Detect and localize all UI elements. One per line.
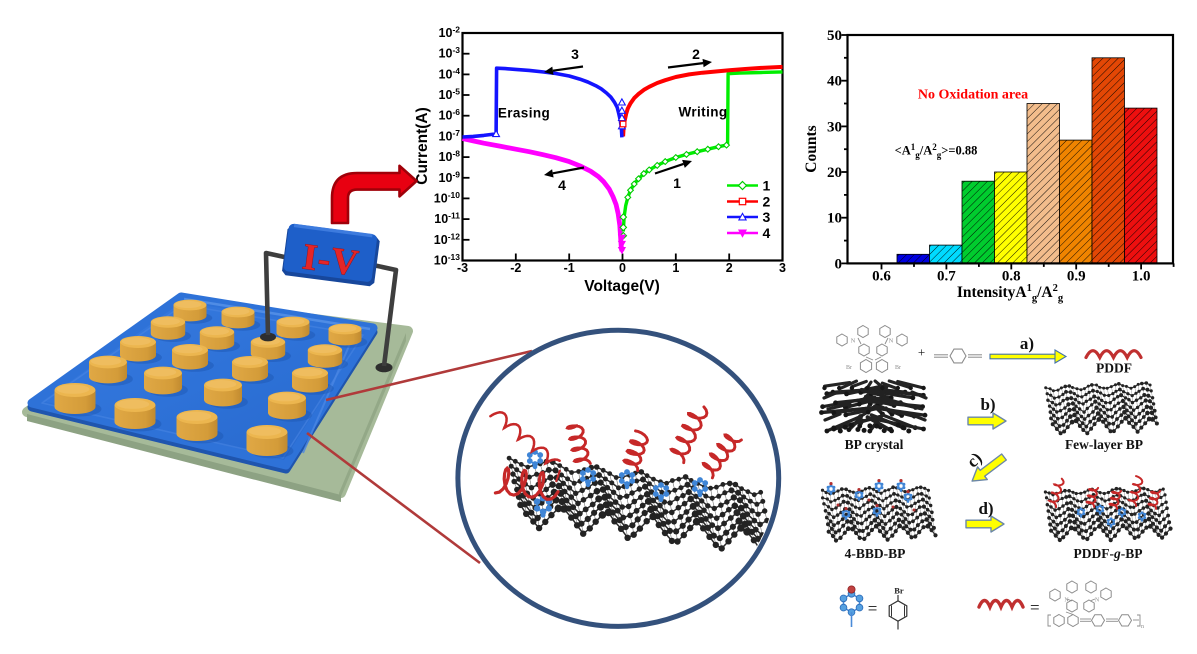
svg-text:-2: -2 — [510, 261, 521, 275]
svg-text:Writing: Writing — [678, 105, 727, 120]
svg-text:1: 1 — [763, 178, 771, 194]
svg-text:2: 2 — [726, 261, 733, 275]
svg-text:PDDF-g-BP: PDDF-g-BP — [1074, 546, 1143, 561]
svg-text:1: 1 — [673, 175, 681, 191]
svg-text:n: n — [1141, 624, 1144, 630]
svg-text:a): a) — [1020, 334, 1034, 353]
svg-text:1.0: 1.0 — [1132, 269, 1151, 285]
svg-text:+: + — [918, 345, 925, 360]
svg-text:IntensityA1g/A2g: IntensityA1g/A2g — [957, 283, 1064, 304]
svg-text:Current(A): Current(A) — [414, 107, 431, 185]
svg-text:50: 50 — [827, 28, 842, 44]
svg-text:Counts: Counts — [803, 125, 820, 172]
svg-text:-3: -3 — [457, 261, 468, 275]
svg-text:4-BBD-BP: 4-BBD-BP — [845, 546, 906, 561]
svg-text:PDDF: PDDF — [1096, 361, 1132, 376]
svg-text:N: N — [851, 338, 856, 345]
svg-text:Erasing: Erasing — [498, 106, 550, 121]
svg-text:<A1g/A2g>=0.88: <A1g/A2g>=0.88 — [895, 142, 978, 160]
svg-text:0.7: 0.7 — [937, 269, 956, 285]
svg-text:d): d) — [978, 499, 993, 518]
svg-text:Few-layer BP: Few-layer BP — [1065, 437, 1143, 452]
svg-text:BP crystal: BP crystal — [845, 437, 904, 452]
svg-text:0.6: 0.6 — [872, 269, 891, 285]
svg-text:No Oxidation area: No Oxidation area — [918, 88, 1028, 103]
svg-text:-1: -1 — [564, 261, 575, 275]
svg-text:b): b) — [980, 395, 995, 414]
svg-text:=: = — [868, 599, 878, 618]
svg-text:3: 3 — [571, 46, 579, 62]
svg-text:40: 40 — [827, 74, 842, 90]
svg-text:N: N — [1064, 598, 1069, 604]
svg-text:Br: Br — [894, 586, 904, 596]
svg-text:1: 1 — [672, 261, 679, 275]
svg-text:=: = — [1030, 598, 1040, 617]
svg-text:4: 4 — [558, 177, 566, 193]
svg-text:20: 20 — [827, 165, 842, 181]
svg-text:10: 10 — [827, 211, 842, 227]
svg-text:0.8: 0.8 — [1002, 269, 1021, 285]
svg-text:2: 2 — [763, 194, 771, 210]
svg-text:I-V: I-V — [300, 236, 361, 284]
svg-text:0: 0 — [619, 261, 626, 275]
svg-text:0: 0 — [835, 256, 843, 272]
svg-text:N: N — [1095, 598, 1100, 604]
svg-text:N: N — [889, 338, 894, 345]
svg-text:0.9: 0.9 — [1067, 269, 1086, 285]
svg-text:Br: Br — [846, 365, 852, 371]
svg-text:4: 4 — [763, 225, 771, 241]
svg-text:3: 3 — [763, 209, 771, 225]
svg-text:Voltage(V): Voltage(V) — [584, 278, 660, 295]
svg-text:Br: Br — [895, 365, 901, 371]
svg-text:3: 3 — [779, 261, 786, 275]
svg-text:30: 30 — [827, 119, 842, 135]
svg-text:2: 2 — [692, 46, 700, 62]
